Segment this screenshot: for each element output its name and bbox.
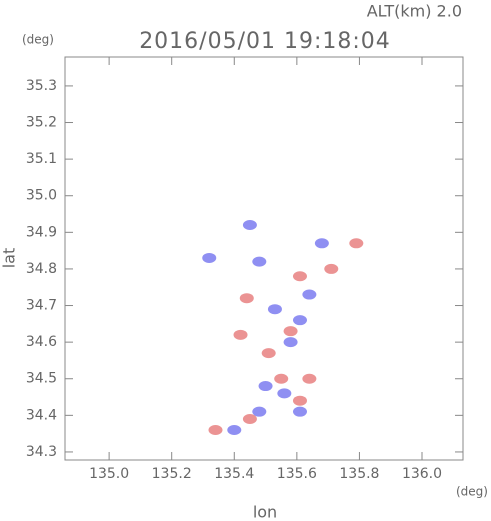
echo-patch — [302, 289, 317, 300]
subtitle: ALT(km) 2.0 — [367, 2, 462, 21]
y-tick-label: 35.0 — [26, 188, 57, 204]
echo-patch — [274, 373, 289, 384]
y-tick-label: 34.9 — [26, 224, 57, 240]
y-tick-label: 34.5 — [26, 371, 57, 387]
echo-patch — [227, 424, 242, 435]
x-tick-label: 135.4 — [214, 466, 254, 482]
x-tick-label: 135.8 — [339, 466, 379, 482]
echo-patch — [277, 388, 292, 399]
y-tick-label: 34.7 — [26, 298, 57, 314]
y-tick-label: 35.3 — [26, 78, 57, 94]
echo-patch — [283, 326, 298, 337]
echo-patch — [314, 238, 329, 249]
echo-patch — [261, 348, 276, 359]
y-tick-label: 34.8 — [26, 261, 57, 277]
echo-patch — [208, 424, 223, 435]
echo-patch — [239, 293, 254, 304]
echo-patch — [252, 406, 267, 417]
x-axis-label: lon — [253, 503, 277, 521]
y-unit: (deg) — [22, 33, 54, 47]
y-tick-label: 35.2 — [26, 115, 57, 131]
echo-patch — [233, 329, 248, 340]
x-tick-label: 135.2 — [152, 466, 192, 482]
echo-patch — [292, 395, 307, 406]
echo-patch — [302, 373, 317, 384]
chart-title: 2016/05/01 19:18:04 — [139, 29, 391, 54]
echo-patch — [242, 220, 257, 231]
y-tick-label: 34.4 — [26, 407, 57, 423]
y-tick-label: 34.3 — [26, 444, 57, 460]
echo-patch — [292, 315, 307, 326]
y-axis-label: lat — [0, 248, 19, 269]
plot-frame — [64, 56, 464, 461]
y-tick-label: 35.1 — [26, 151, 57, 167]
x-unit: (deg) — [456, 485, 488, 499]
x-tick-label: 135.0 — [89, 466, 129, 482]
echo-patch — [242, 414, 257, 425]
echo-patch — [258, 381, 273, 392]
x-tick-label: 136.0 — [402, 466, 442, 482]
echo-patch — [292, 406, 307, 417]
x-tick-label: 135.6 — [277, 466, 317, 482]
echo-patch — [202, 252, 217, 263]
echo-patch — [252, 256, 267, 267]
y-tick-label: 34.6 — [26, 334, 57, 350]
echo-patch — [324, 263, 339, 274]
echo-patch — [292, 271, 307, 282]
echo-patch — [349, 238, 364, 249]
echo-patch — [267, 304, 282, 315]
echo-patch — [283, 337, 298, 348]
